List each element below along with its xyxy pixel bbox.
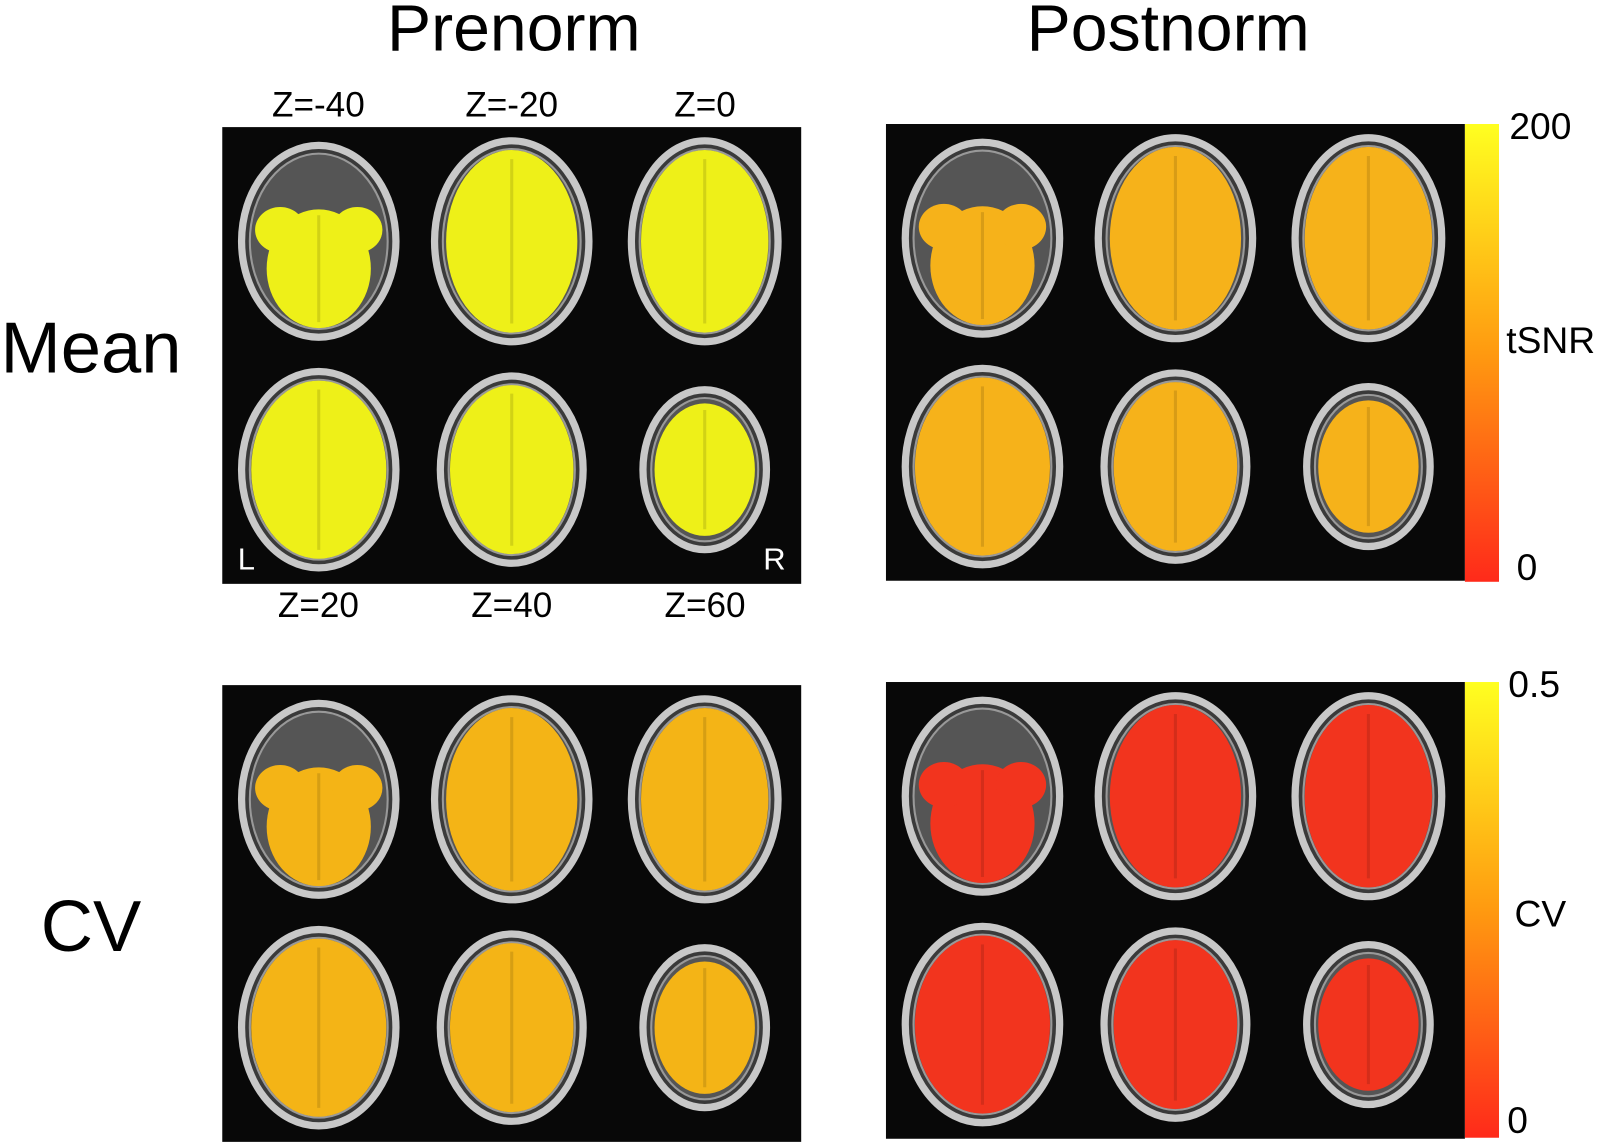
colorbar [1464, 682, 1500, 1138]
brain-overlay [1318, 400, 1419, 533]
brain-overlay [918, 761, 969, 808]
brain-overlay [1113, 382, 1238, 552]
brain-overlay [446, 707, 578, 891]
slice-label: Z=-40 [272, 86, 365, 125]
brain-overlay [641, 707, 769, 891]
brain-overlay [914, 377, 1050, 556]
brain-overlay [914, 935, 1050, 1114]
slice-label: Z=0 [674, 86, 736, 125]
colorbar-label: CV [1515, 892, 1567, 934]
brain-overlay [1318, 958, 1419, 1091]
brain-overlay [449, 943, 574, 1113]
slice-label: Z=40 [471, 586, 552, 625]
brain-overlay [654, 403, 755, 536]
brain-overlay [1109, 146, 1242, 330]
brain-overlay [918, 203, 969, 250]
brain-overlay [449, 385, 574, 555]
brain-overlay [446, 149, 578, 333]
column-title: Postnorm [1027, 0, 1310, 66]
colorbar [1464, 124, 1500, 582]
brain-overlay [1109, 704, 1242, 888]
slice-label: Z=-20 [465, 86, 558, 125]
colorbar-label: tSNR [1506, 319, 1595, 361]
row-label: Mean [0, 309, 181, 389]
slice-label: Z=60 [665, 586, 746, 625]
colorbar-max: 200 [1509, 105, 1571, 147]
brain-overlay [255, 765, 306, 811]
brain-overlay [251, 380, 387, 559]
brain-overlay [332, 765, 383, 811]
brain-overlay [255, 207, 306, 253]
orientation-label: R [763, 541, 785, 576]
brain-overlay [1304, 704, 1433, 888]
colorbar-min: 0 [1507, 1099, 1528, 1141]
brain-overlay [995, 203, 1047, 250]
column-title: Prenorm [387, 0, 641, 66]
slice-label: Z=20 [278, 586, 359, 625]
colorbar-min: 0 [1517, 546, 1538, 588]
brain-overlay [332, 207, 383, 253]
brain-overlay [1113, 940, 1238, 1110]
colorbar-max: 0.5 [1508, 663, 1560, 705]
brain-overlay [654, 961, 755, 1094]
row-label: CV [41, 887, 142, 967]
brain-overlay [995, 761, 1047, 808]
brain-overlay [1304, 146, 1433, 330]
brain-overlay [641, 149, 769, 333]
brain-overlay [251, 938, 387, 1117]
orientation-label: L [238, 541, 255, 576]
